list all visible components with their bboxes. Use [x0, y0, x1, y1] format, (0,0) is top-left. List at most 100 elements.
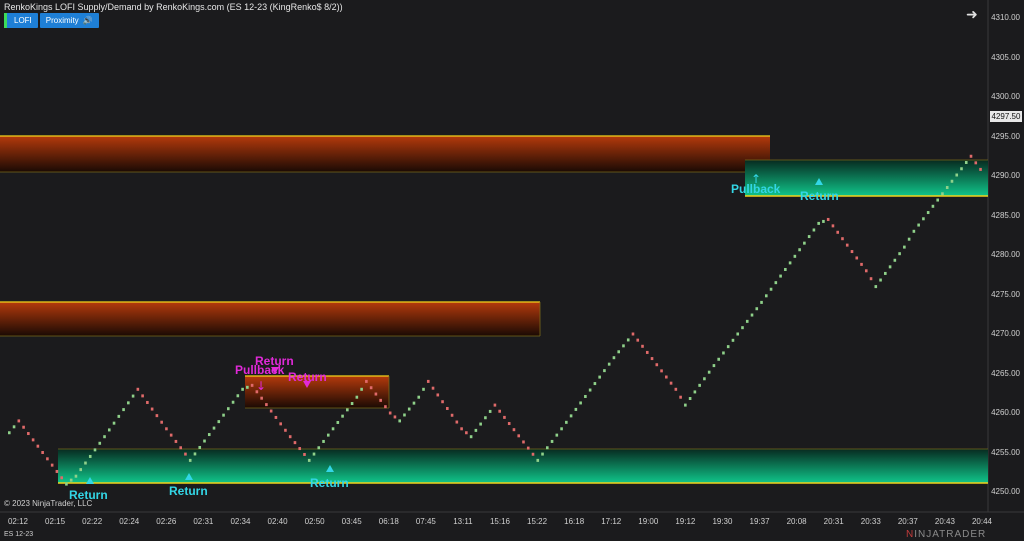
time-label: 19:37	[749, 517, 770, 526]
arrow-right-icon[interactable]: ➜	[966, 6, 978, 22]
renko-brick	[812, 228, 816, 232]
renko-brick	[160, 420, 163, 424]
renko-brick	[112, 421, 116, 425]
renko-brick	[912, 229, 916, 233]
renko-brick	[798, 248, 801, 252]
renko-brick	[860, 262, 863, 266]
renko-brick	[745, 319, 749, 323]
pullback-cyan-label: Pullback	[731, 182, 781, 196]
renko-brick	[760, 300, 763, 304]
renko-brick	[384, 405, 387, 409]
renko-brick	[288, 435, 292, 439]
renko-brick	[722, 351, 725, 355]
renko-brick	[60, 476, 63, 480]
renko-brick	[241, 387, 244, 391]
renko-brick	[198, 445, 202, 449]
time-label: 06:18	[378, 517, 399, 526]
renko-brick	[312, 452, 316, 456]
renko-brick	[712, 364, 716, 368]
return-arrow-2	[185, 473, 193, 480]
renko-brick	[879, 278, 882, 282]
renko-brick	[826, 217, 830, 221]
price-label: 4270.00	[991, 329, 1020, 338]
renko-bricks	[8, 154, 982, 486]
renko-brick	[12, 425, 16, 429]
renko-brick	[693, 390, 697, 394]
renko-brick	[717, 357, 720, 361]
renko-brick	[841, 237, 844, 241]
renko-brick	[293, 441, 297, 445]
renko-brick	[346, 408, 349, 412]
time-label: 20:31	[823, 517, 844, 526]
renko-brick	[741, 326, 744, 330]
time-label: 17:12	[601, 517, 622, 526]
renko-brick	[764, 294, 768, 298]
renko-brick	[136, 387, 140, 391]
renko-brick	[169, 433, 173, 437]
renko-brick	[74, 474, 78, 478]
renko-brick	[231, 400, 235, 404]
renko-brick	[645, 350, 649, 354]
lofi-button[interactable]: LOFI	[4, 13, 38, 28]
renko-brick	[36, 444, 40, 448]
speaker-icon: 🔊	[82, 16, 93, 25]
renko-brick	[469, 435, 473, 439]
time-label: 02:24	[119, 517, 140, 526]
time-label: 15:22	[527, 517, 548, 526]
return-arrow-4	[815, 178, 823, 185]
price-label: 4300.00	[991, 92, 1020, 101]
renko-brick	[227, 407, 230, 411]
renko-brick	[403, 413, 406, 417]
renko-brick	[855, 256, 859, 260]
renko-brick	[265, 403, 268, 407]
price-label: 4305.00	[991, 52, 1020, 62]
renko-brick	[422, 387, 425, 391]
renko-brick	[955, 173, 959, 177]
renko-brick	[255, 390, 259, 394]
renko-brick	[917, 223, 920, 227]
renko-brick	[874, 285, 878, 289]
renko-brick	[936, 198, 939, 202]
renko-brick	[588, 388, 592, 392]
price-label: 4260.00	[991, 408, 1020, 417]
proximity-button[interactable]: Proximity 🔊	[39, 13, 99, 28]
renko-brick	[964, 161, 968, 165]
renko-brick	[17, 419, 21, 423]
renko-brick	[150, 407, 154, 411]
copyright-text: © 2023 NinjaTrader, LLC	[4, 499, 93, 508]
renko-brick	[284, 428, 287, 432]
price-label: 4310.00	[991, 13, 1020, 22]
demand-zone-lower	[58, 449, 988, 483]
renko-brick	[446, 406, 449, 410]
supply-zone-lower	[245, 376, 389, 408]
renko-brick	[207, 433, 211, 437]
price-label: 4295.00	[991, 131, 1020, 141]
price-label: 4250.00	[991, 487, 1020, 496]
pullback-cyan-arrow: ↑	[751, 172, 761, 186]
renko-brick	[807, 235, 811, 239]
renko-brick	[307, 458, 311, 462]
renko-brick	[950, 179, 954, 183]
time-label: 02:31	[193, 517, 214, 526]
renko-brick	[374, 392, 378, 396]
renko-brick	[522, 440, 525, 444]
renko-brick	[941, 192, 944, 196]
renko-brick	[441, 400, 444, 404]
renko-brick	[898, 252, 901, 256]
renko-brick	[465, 431, 468, 435]
renko-brick	[931, 204, 935, 208]
renko-brick	[107, 428, 111, 432]
renko-brick	[155, 414, 159, 418]
renko-brick	[584, 394, 587, 398]
renko-brick	[203, 439, 206, 443]
window-title: RenkoKings LOFI Supply/Demand by RenkoKi…	[4, 2, 343, 12]
supply-zone-upper	[0, 136, 770, 172]
renko-brick	[184, 452, 187, 456]
renko-brick	[212, 426, 216, 430]
return-magenta-label-2: Return	[288, 370, 327, 384]
renko-brick	[945, 186, 949, 190]
renko-brick	[579, 401, 582, 405]
price-label: 4275.00	[991, 289, 1020, 299]
lofi-button-label: LOFI	[14, 16, 32, 25]
